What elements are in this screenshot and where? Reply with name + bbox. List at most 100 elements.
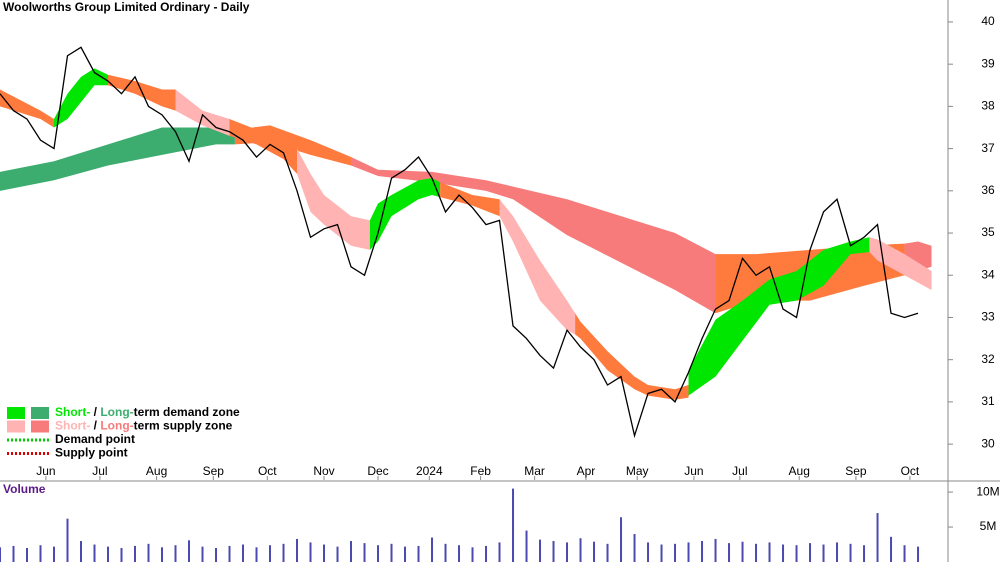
x-tick-label: Aug (146, 464, 167, 478)
volume-bar (539, 539, 542, 562)
volume-bar (269, 545, 272, 562)
legend-swatch (31, 420, 49, 433)
legend-text: term demand zone (134, 405, 240, 419)
zone (575, 313, 689, 400)
volume-bar (255, 547, 258, 562)
x-tick-label: Mar (524, 464, 545, 478)
legend-label: Short- / Long-term demand zone (55, 405, 240, 419)
volume-bar (147, 543, 150, 562)
volume-bar (660, 544, 663, 562)
y-tick-label: 39 (981, 56, 995, 70)
volume-bar (633, 534, 636, 562)
volume-bar (566, 542, 569, 562)
volume-bar (849, 543, 852, 562)
y-tick-label: 38 (981, 99, 995, 113)
volume-bar (701, 541, 704, 562)
volume-bar (0, 547, 1, 562)
volume-bar (809, 543, 812, 562)
volume-bar (917, 546, 920, 562)
volume-bar (593, 541, 596, 562)
volume-bar (323, 544, 326, 562)
y-tick-label: 30 (981, 436, 995, 450)
x-tick-label: Jun (36, 464, 55, 478)
x-tick-label: Sep (203, 464, 225, 478)
zone (175, 89, 230, 136)
y-tick-label: 36 (981, 183, 995, 197)
zone (229, 119, 298, 174)
volume-bar (620, 517, 623, 562)
volume-bar (201, 546, 204, 562)
volume-bar (228, 545, 231, 562)
volume-bar (647, 542, 650, 562)
legend-swatch (7, 407, 25, 419)
volume-bar (728, 543, 731, 562)
legend-text: / (90, 405, 100, 419)
zone (297, 148, 370, 250)
legend-text: Long- (100, 405, 133, 419)
volume-bar (377, 545, 380, 562)
volume-bar (107, 546, 110, 562)
volume-bar (336, 546, 339, 562)
chart-title: Woolworths Group Limited Ordinary - Dail… (3, 0, 250, 14)
y-tick-label: 34 (981, 267, 995, 281)
volume-bar (525, 530, 528, 562)
volume-bar (431, 537, 434, 562)
legend-text: / (90, 419, 100, 433)
legend-text: Supply point (55, 446, 128, 460)
y-tick-label: 37 (981, 141, 995, 155)
legend-swatch (31, 407, 49, 419)
legend-text: Short- (55, 419, 90, 433)
volume-bar (215, 548, 218, 562)
volume-bar (120, 548, 123, 562)
volume-bar (174, 545, 177, 562)
x-tick-label: Oct (901, 464, 920, 478)
y-tick-label: 40 (981, 14, 995, 28)
x-tick-label: Aug (789, 464, 810, 478)
legend-swatch (7, 420, 25, 433)
volume-bar (822, 544, 825, 562)
volume-bar (782, 544, 785, 562)
volume-bar (674, 543, 677, 562)
volume-bar (80, 541, 83, 562)
volume-bar (458, 545, 461, 562)
x-tick-label: Jul (92, 464, 107, 478)
volume-bar (579, 538, 582, 562)
y-tick-label: 33 (981, 310, 995, 324)
volume-bar (242, 544, 245, 562)
volume-bar (309, 542, 312, 562)
volume-bar (471, 547, 474, 562)
x-tick-label: Dec (367, 464, 388, 478)
volume-bar (863, 545, 866, 562)
volume-bar (66, 518, 69, 562)
volume-bar (741, 541, 744, 562)
y-tick-label: 5M (980, 519, 997, 533)
zone (688, 237, 870, 396)
price-layer (0, 46, 919, 439)
volume-bar (296, 538, 299, 562)
volume-layer (0, 488, 920, 562)
x-tick-label: Oct (258, 464, 277, 478)
volume-bar (687, 542, 690, 562)
legend-label: Short- / Long-term supply zone (55, 419, 233, 433)
zone (54, 68, 109, 128)
zone (869, 237, 932, 291)
x-tick-label: Nov (313, 464, 334, 478)
volume-bar (390, 543, 393, 562)
volume-bar (188, 540, 191, 562)
volume-bar (498, 542, 501, 562)
volume-bar (485, 545, 488, 562)
x-tick-label: Jul (732, 464, 747, 478)
volume-bar (161, 547, 164, 562)
zones (0, 68, 932, 400)
volume-bar (26, 548, 29, 562)
zone (440, 182, 500, 217)
volume-bar (417, 545, 420, 562)
volume-bar (755, 543, 758, 562)
legend-text: term supply zone (134, 419, 233, 433)
x-tick-label: Feb (470, 464, 491, 478)
legend-text: Demand point (55, 432, 135, 446)
volume-bar (282, 543, 285, 562)
zone (351, 157, 716, 314)
volume-bar (12, 545, 15, 562)
